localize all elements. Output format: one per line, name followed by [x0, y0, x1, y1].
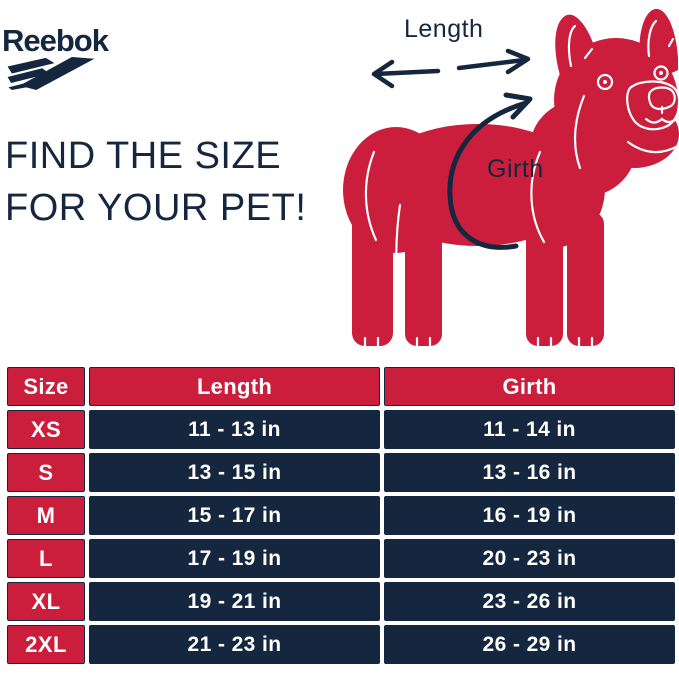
size-table-header-length: Length	[89, 367, 380, 406]
table-row-l: L 17 - 19 in 20 - 23 in	[7, 539, 675, 578]
size-cell: XS	[7, 410, 85, 449]
size-cell: 2XL	[7, 625, 85, 664]
length-cell: 15 - 17 in	[89, 496, 380, 535]
table-row-s: S 13 - 15 in 13 - 16 in	[7, 453, 675, 492]
size-cell: L	[7, 539, 85, 578]
length-cell: 11 - 13 in	[89, 410, 380, 449]
table-row-xl: XL 19 - 21 in 23 - 26 in	[7, 582, 675, 621]
length-cell: 19 - 21 in	[89, 582, 380, 621]
size-cell: S	[7, 453, 85, 492]
table-row-2xl: 2XL 21 - 23 in 26 - 29 in	[7, 625, 675, 664]
curved-arrow-icon	[447, 92, 533, 250]
size-table: Size Length Girth XS 11 - 13 in 11 - 14 …	[3, 363, 679, 668]
size-table-header-row: Size Length Girth	[7, 367, 675, 406]
length-cell: 17 - 19 in	[89, 539, 380, 578]
size-cell: XL	[7, 582, 85, 621]
girth-cell: 23 - 26 in	[384, 582, 675, 621]
girth-cell: 13 - 16 in	[384, 453, 675, 492]
headline-line-1: FIND THE SIZE	[5, 135, 282, 177]
reebok-wordmark: Reebok	[2, 23, 109, 58]
headline-line-2: FOR YOUR PET!	[5, 187, 307, 229]
girth-cell: 11 - 14 in	[384, 410, 675, 449]
girth-label: Girth	[487, 155, 544, 183]
page-title: FIND THE SIZE FOR YOUR PET!	[5, 130, 306, 234]
dog-detail-lines	[363, 19, 679, 348]
table-row-xs: XS 11 - 13 in 11 - 14 in	[7, 410, 675, 449]
table-row-m: M 15 - 17 in 16 - 19 in	[7, 496, 675, 535]
size-table-header-girth: Girth	[384, 367, 675, 406]
hero-section: Reebok FIND THE SIZE FOR YOUR PET! Lengt…	[2, 8, 679, 348]
reebok-vector-icon	[7, 57, 95, 90]
size-cell: M	[7, 496, 85, 535]
length-cell: 13 - 15 in	[89, 453, 380, 492]
reebok-logo: Reebok	[2, 23, 132, 90]
dog-body	[343, 8, 679, 346]
size-table-header-size: Size	[7, 367, 85, 406]
length-cell: 21 - 23 in	[89, 625, 380, 664]
measurement-marks	[371, 48, 533, 250]
girth-cell: 20 - 23 in	[384, 539, 675, 578]
length-label: Length	[404, 15, 484, 43]
girth-cell: 16 - 19 in	[384, 496, 675, 535]
double-headed-arrow-icon	[371, 48, 531, 89]
french-bulldog-illustration	[343, 8, 679, 348]
girth-cell: 26 - 29 in	[384, 625, 675, 664]
